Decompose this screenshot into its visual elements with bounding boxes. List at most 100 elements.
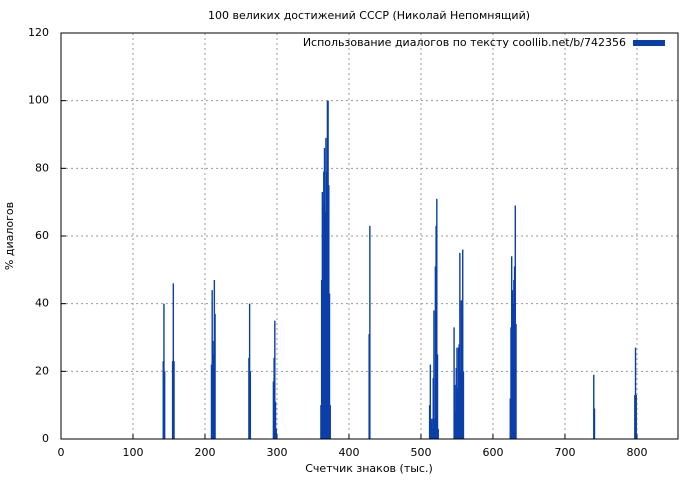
bar <box>369 225 371 439</box>
bar <box>435 225 437 439</box>
bar <box>162 361 164 439</box>
y-tick-label: 0 <box>42 432 49 445</box>
bar <box>434 266 437 439</box>
bar <box>456 388 459 439</box>
bar <box>457 347 460 439</box>
bar <box>511 290 514 439</box>
bar <box>328 185 330 439</box>
bar <box>635 395 637 439</box>
bar <box>329 405 331 439</box>
x-tick-label: 200 <box>194 446 215 459</box>
bar <box>510 327 512 439</box>
bar <box>459 252 461 439</box>
bar <box>455 367 457 439</box>
bar <box>163 371 166 439</box>
bar <box>212 354 215 439</box>
bar <box>325 171 328 439</box>
bar <box>512 303 514 439</box>
bar <box>321 192 324 439</box>
bar <box>248 357 250 439</box>
bar <box>212 340 214 439</box>
bar <box>211 290 213 439</box>
bar <box>593 408 596 439</box>
y-tick-label: 80 <box>35 161 49 174</box>
bar <box>513 279 515 439</box>
bar <box>325 137 327 439</box>
y-axis-label: % диалогов <box>3 202 16 270</box>
bar <box>274 401 277 439</box>
bar <box>249 371 252 439</box>
y-tick-label: 100 <box>28 94 49 107</box>
bar <box>437 428 439 439</box>
bar <box>428 405 431 439</box>
x-tick-label: 800 <box>626 446 647 459</box>
chart-title: 100 великих достижений СССР (Николай Неп… <box>208 9 530 22</box>
bar <box>433 418 436 439</box>
plot-frame <box>60 32 679 440</box>
bar <box>171 361 174 439</box>
legend-label: Использование диалогов по тексту coollib… <box>303 36 626 49</box>
bar <box>433 310 435 439</box>
bar <box>163 303 165 439</box>
bar <box>429 364 432 439</box>
bar <box>368 334 370 439</box>
bar <box>210 364 213 439</box>
bar <box>593 374 595 439</box>
x-tick-label: 500 <box>410 446 431 459</box>
bar <box>460 300 462 439</box>
bar <box>461 317 463 439</box>
bar <box>454 411 457 439</box>
bar <box>327 100 329 440</box>
bar <box>431 418 433 439</box>
bar <box>274 320 276 439</box>
bar <box>458 344 460 439</box>
bar <box>431 428 434 439</box>
bar <box>436 354 439 439</box>
x-tick-label: 300 <box>266 446 287 459</box>
bar <box>173 361 175 439</box>
bar <box>323 171 325 439</box>
bar <box>513 266 516 439</box>
x-tick-label: 400 <box>338 446 359 459</box>
bar <box>320 405 322 439</box>
bar <box>322 205 324 439</box>
y-tick-label: 120 <box>28 26 49 39</box>
bar <box>462 249 464 439</box>
bar <box>459 371 462 439</box>
x-tick-label: 700 <box>554 446 575 459</box>
bar <box>634 395 636 439</box>
bar <box>456 347 458 439</box>
bar <box>436 198 438 439</box>
bar <box>275 428 277 439</box>
bar <box>324 212 326 439</box>
bar <box>323 148 326 440</box>
bar <box>514 205 516 439</box>
bar <box>172 283 175 439</box>
bar <box>326 100 329 440</box>
y-tick-label: 60 <box>35 229 49 242</box>
bar <box>272 381 275 439</box>
legend-swatch <box>633 40 665 46</box>
bar <box>634 347 637 439</box>
x-tick-label: 600 <box>482 446 503 459</box>
bar <box>510 256 513 439</box>
bar <box>462 371 465 439</box>
bar <box>328 293 331 439</box>
x-tick-label: 0 <box>58 446 65 459</box>
bar <box>432 378 434 439</box>
x-axis-label: Счетчик знаков (тыс.) <box>305 462 433 475</box>
bar <box>320 279 323 439</box>
bar <box>509 398 511 439</box>
bar <box>515 323 517 439</box>
bar <box>453 327 455 439</box>
bar <box>213 279 216 439</box>
bar <box>454 384 456 439</box>
x-tick-label: 100 <box>122 446 143 459</box>
bar <box>248 303 251 439</box>
y-tick-label: 20 <box>35 364 49 377</box>
bar <box>273 357 275 439</box>
bar <box>214 313 216 439</box>
y-tick-label: 40 <box>35 297 49 310</box>
